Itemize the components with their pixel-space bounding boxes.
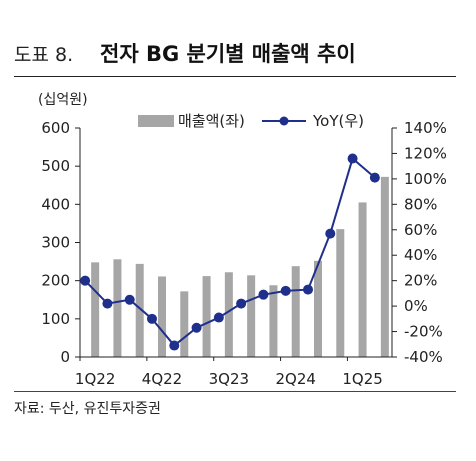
title-divider [14, 76, 456, 77]
yoy-point [236, 298, 247, 309]
y-right-tick-label: 120% [404, 144, 447, 162]
y-right-tick-label: 0% [404, 297, 428, 315]
revenue-bar [336, 229, 345, 357]
figure-title-row: 도표 8. 전자 BG 분기별 매출액 추이 [14, 40, 454, 70]
legend-bar-label: 매출액(좌) [178, 112, 245, 130]
y-left-tick-label: 500 [41, 157, 70, 175]
revenue-bar [269, 285, 278, 357]
yoy-point [280, 285, 291, 296]
revenue-bar [158, 276, 166, 357]
revenue-bar [202, 276, 211, 357]
y-left-tick-label: 600 [41, 119, 70, 137]
y-right-tick-label: 100% [404, 170, 447, 188]
yoy-point [124, 294, 135, 305]
y-right-tick-label: 40% [404, 246, 437, 264]
x-tick-label: 1Q25 [342, 370, 382, 388]
source-divider [14, 391, 456, 392]
revenue-bar [224, 272, 233, 357]
yoy-point [258, 289, 269, 300]
y-right-tick-label: 60% [404, 221, 437, 239]
y-left-tick-label: 0 [60, 348, 70, 366]
legend-line-label: YoY(우) [312, 112, 364, 130]
yoy-point [191, 322, 202, 333]
yoy-point [369, 172, 380, 183]
figure-title: 전자 BG 분기별 매출액 추이 [100, 42, 356, 66]
revenue-bar [314, 260, 322, 357]
revenue-bar [180, 291, 189, 357]
yoy-point [102, 298, 113, 309]
revenue-bar [380, 176, 389, 357]
y-left-tick-label: 400 [41, 195, 70, 213]
y-left-tick-label: 200 [41, 272, 70, 290]
yoy-point [325, 228, 336, 239]
yoy-point [80, 275, 91, 286]
yoy-point [169, 340, 180, 351]
revenue-bar [247, 275, 256, 357]
figure-label: 도표 8. [14, 44, 74, 66]
revenue-bar [291, 266, 300, 357]
y-unit-label: (십억원) [38, 92, 88, 108]
x-tick-label: 4Q22 [142, 370, 182, 388]
revenue-bar [358, 202, 367, 357]
yoy-point [147, 313, 157, 324]
source-note: 자료: 두산, 유진투자증권 [14, 401, 161, 417]
y-left-tick-label: 100 [41, 310, 70, 328]
x-tick-label: 1Q22 [75, 370, 115, 388]
x-tick-label: 3Q23 [209, 370, 249, 388]
legend-line-marker [279, 116, 289, 126]
revenue-bar [135, 263, 144, 357]
yoy-point [303, 284, 313, 295]
y-right-tick-label: -20% [404, 323, 443, 341]
y-right-tick-label: -40% [404, 348, 443, 366]
y-right-tick-label: 80% [404, 195, 437, 213]
y-right-tick-label: 20% [404, 272, 437, 290]
yoy-point [213, 312, 224, 323]
x-tick-label: 2Q24 [275, 370, 315, 388]
yoy-point [347, 153, 358, 164]
y-right-tick-label: 140% [404, 119, 447, 137]
revenue-bar [113, 259, 122, 357]
revenue-bar [91, 262, 100, 357]
y-left-tick-label: 300 [41, 234, 70, 252]
legend-bar-swatch [138, 115, 174, 127]
